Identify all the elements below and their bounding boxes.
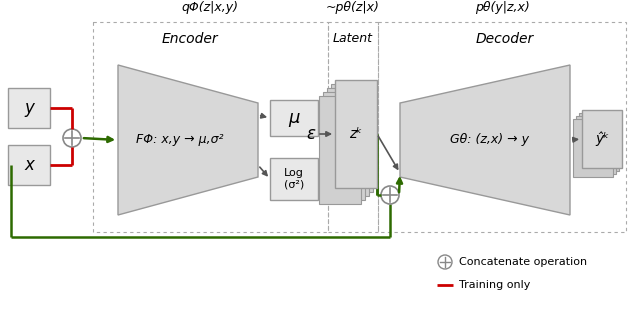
Bar (270, 158, 318, 200)
Bar (328, 22, 378, 232)
Circle shape (381, 186, 399, 204)
Bar (335, 80, 377, 188)
Circle shape (63, 129, 81, 147)
Text: Training only: Training only (459, 280, 531, 290)
Text: y: y (24, 99, 34, 117)
Text: FΦ: x,y → μ,σ²: FΦ: x,y → μ,σ² (136, 133, 224, 147)
Text: Latent: Latent (333, 32, 373, 45)
Bar (579, 113, 619, 171)
Text: Encoder: Encoder (162, 32, 218, 46)
Bar (331, 84, 373, 192)
Text: μ: μ (288, 109, 300, 127)
Text: zᵏ: zᵏ (349, 127, 363, 141)
Bar (319, 96, 361, 204)
Bar (93, 22, 328, 232)
Bar (573, 119, 613, 177)
Polygon shape (400, 65, 570, 215)
Text: Decoder: Decoder (476, 32, 534, 46)
Bar (8, 145, 50, 185)
Bar (378, 22, 626, 232)
Text: Concatenate operation: Concatenate operation (459, 257, 587, 267)
Bar (323, 92, 365, 200)
Bar (327, 88, 369, 196)
Text: qΦ(z|x,y): qΦ(z|x,y) (182, 1, 239, 14)
Bar (270, 100, 318, 136)
Text: ŷᵏ: ŷᵏ (595, 132, 609, 146)
Text: Log
(σ²): Log (σ²) (284, 168, 304, 190)
Text: ε: ε (307, 125, 316, 143)
Bar (576, 116, 616, 174)
Text: pθ(y|z,x): pθ(y|z,x) (475, 1, 529, 14)
Bar (582, 110, 622, 168)
Polygon shape (118, 65, 258, 215)
Circle shape (438, 255, 452, 269)
Text: Gθ: (z,x) → y: Gθ: (z,x) → y (451, 133, 529, 147)
Text: ~pθ(z|x): ~pθ(z|x) (326, 1, 380, 14)
Bar (8, 88, 50, 128)
Text: x: x (24, 156, 34, 174)
